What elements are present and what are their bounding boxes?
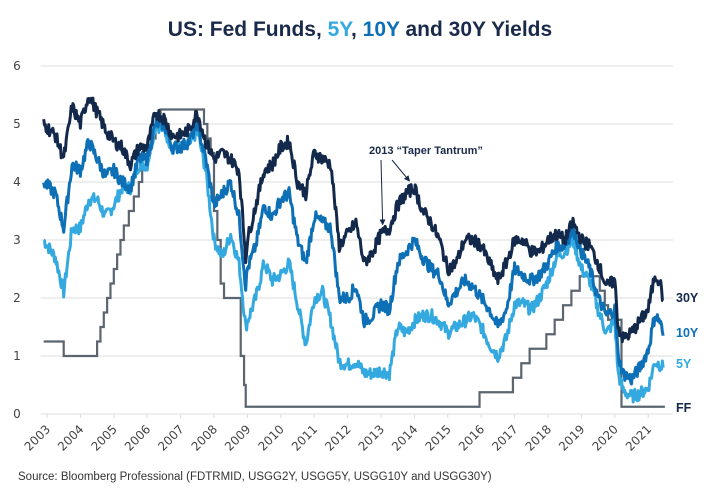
y-tick-label: 3 (13, 233, 21, 247)
y-tick-label: 4 (13, 175, 21, 189)
gridlines (40, 65, 673, 415)
y-tick-label: 0 (13, 407, 21, 421)
series-line-ff (43, 108, 665, 408)
y-tick-label: 1 (13, 349, 21, 363)
x-axis: 2003 2004 2005 2006 2007 2008 2009 2010 2011 2012… (22, 414, 654, 454)
x-tick-label: 2013 (356, 422, 387, 453)
y-tick-label: 6 (13, 59, 21, 73)
x-tick-label: 2011 (289, 422, 320, 453)
source-note: Source: Bloomberg Professional (FDTRMID,… (18, 471, 492, 483)
x-tick-label: 2009 (222, 422, 253, 453)
series-label-ff: FF (676, 401, 692, 415)
series-line-30y (42, 96, 664, 344)
chart-title: US: Fed Funds, 5Y, 10Y and 30Y Yields (0, 18, 720, 42)
x-tick-label: 2018 (523, 422, 554, 453)
x-tick-label: 2012 (322, 422, 353, 453)
title-10y: 10Y (362, 18, 400, 41)
x-tick-label: 2008 (189, 422, 220, 453)
annotation-text: 2013 “Taper Tantrum” (369, 145, 483, 157)
series-line-5y (43, 122, 665, 404)
x-tick-label: 2016 (456, 422, 487, 453)
annotation: 2013 “Taper Tantrum” (369, 145, 483, 226)
x-tick-label: 2006 (122, 422, 153, 453)
series-label-5y: 5Y (676, 357, 692, 371)
x-tick-label: 2019 (556, 422, 587, 453)
series-label-10y: 10Y (676, 326, 699, 340)
x-tick-label: 2015 (422, 422, 453, 453)
x-tick-label: 2007 (155, 422, 186, 453)
series-label-30y: 30Y (676, 291, 699, 305)
title-sep: , (350, 18, 363, 41)
y-tick-label: 2 (13, 291, 21, 305)
y-tick-label: 5 (13, 117, 21, 131)
x-tick-label: 2005 (88, 422, 119, 453)
x-tick-label: 2003 (22, 422, 53, 453)
x-tick-label: 2014 (389, 422, 420, 453)
annotation-arrow (391, 159, 411, 182)
series-labels: 30Y 10Y 5Y FF (676, 291, 699, 415)
x-tick-label: 2004 (55, 422, 86, 453)
y-axis: 0 1 2 3 4 5 6 (13, 59, 21, 421)
title-suffix: and 30Y Yields (399, 18, 553, 41)
annotation-arrow (379, 159, 386, 226)
series-line-10y (42, 116, 665, 386)
x-tick-label: 2021 (623, 422, 654, 453)
x-tick-label: 2017 (489, 422, 520, 453)
x-tick-label: 2010 (255, 422, 286, 453)
title-5y: 5Y (327, 18, 351, 41)
x-tick-label: 2020 (589, 422, 620, 453)
series-lines (42, 96, 665, 408)
title-prefix: US: Fed Funds, (167, 18, 328, 41)
